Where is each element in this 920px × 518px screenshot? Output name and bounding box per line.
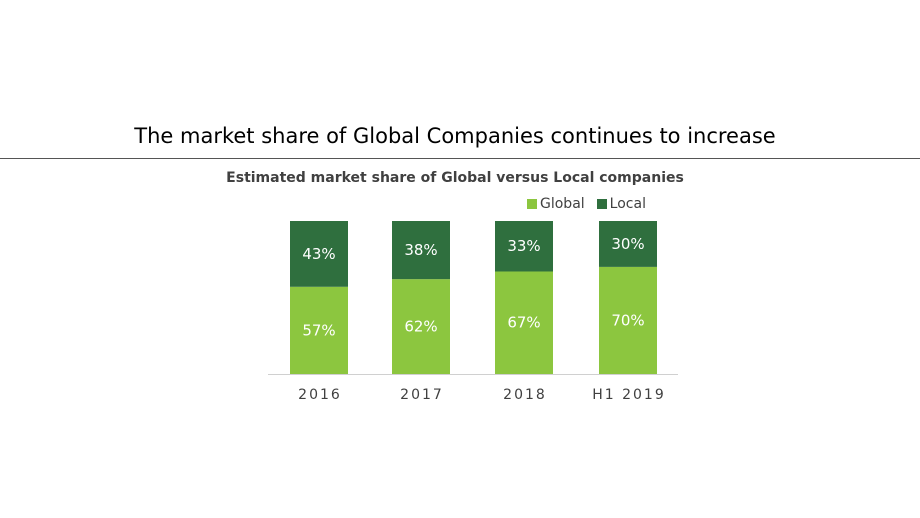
legend-item-global: Global <box>527 196 585 212</box>
data-label-local-2: 33% <box>507 237 540 255</box>
title-divider <box>0 158 920 159</box>
legend-swatch-local <box>596 199 607 209</box>
legend-swatch-global <box>527 199 537 209</box>
bar-global-3 <box>599 266 657 374</box>
bar-global-0 <box>290 286 348 374</box>
bar-global-1 <box>392 279 450 374</box>
chart-title: Estimated market share of Global versus … <box>226 170 684 186</box>
bar-global-2 <box>495 271 553 374</box>
legend-label-global: Global <box>540 196 585 212</box>
data-label-global-3: 70% <box>611 311 644 329</box>
x-tick-label-2: 2018 <box>503 387 547 403</box>
data-label-global-2: 67% <box>507 314 540 332</box>
x-tick-label-3: H1 2019 <box>592 387 666 403</box>
x-tick-label-0: 2016 <box>298 387 342 403</box>
data-label-local-1: 38% <box>404 241 437 259</box>
data-label-local-3: 30% <box>611 235 644 253</box>
data-label-global-0: 57% <box>302 321 335 339</box>
legend-item-local: Local <box>596 196 646 212</box>
data-label-local-0: 43% <box>302 245 335 263</box>
legend-label-local: Local <box>609 196 646 212</box>
slide-title: The market share of Global Companies con… <box>134 124 776 148</box>
bar-local-0 <box>290 221 348 287</box>
bar-local-3 <box>599 221 657 267</box>
chart-legend: Global Local <box>527 196 652 212</box>
x-tick-label-1: 2017 <box>400 387 444 403</box>
bar-local-1 <box>392 221 450 280</box>
bar-local-2 <box>495 221 553 272</box>
data-label-global-1: 62% <box>404 318 437 336</box>
